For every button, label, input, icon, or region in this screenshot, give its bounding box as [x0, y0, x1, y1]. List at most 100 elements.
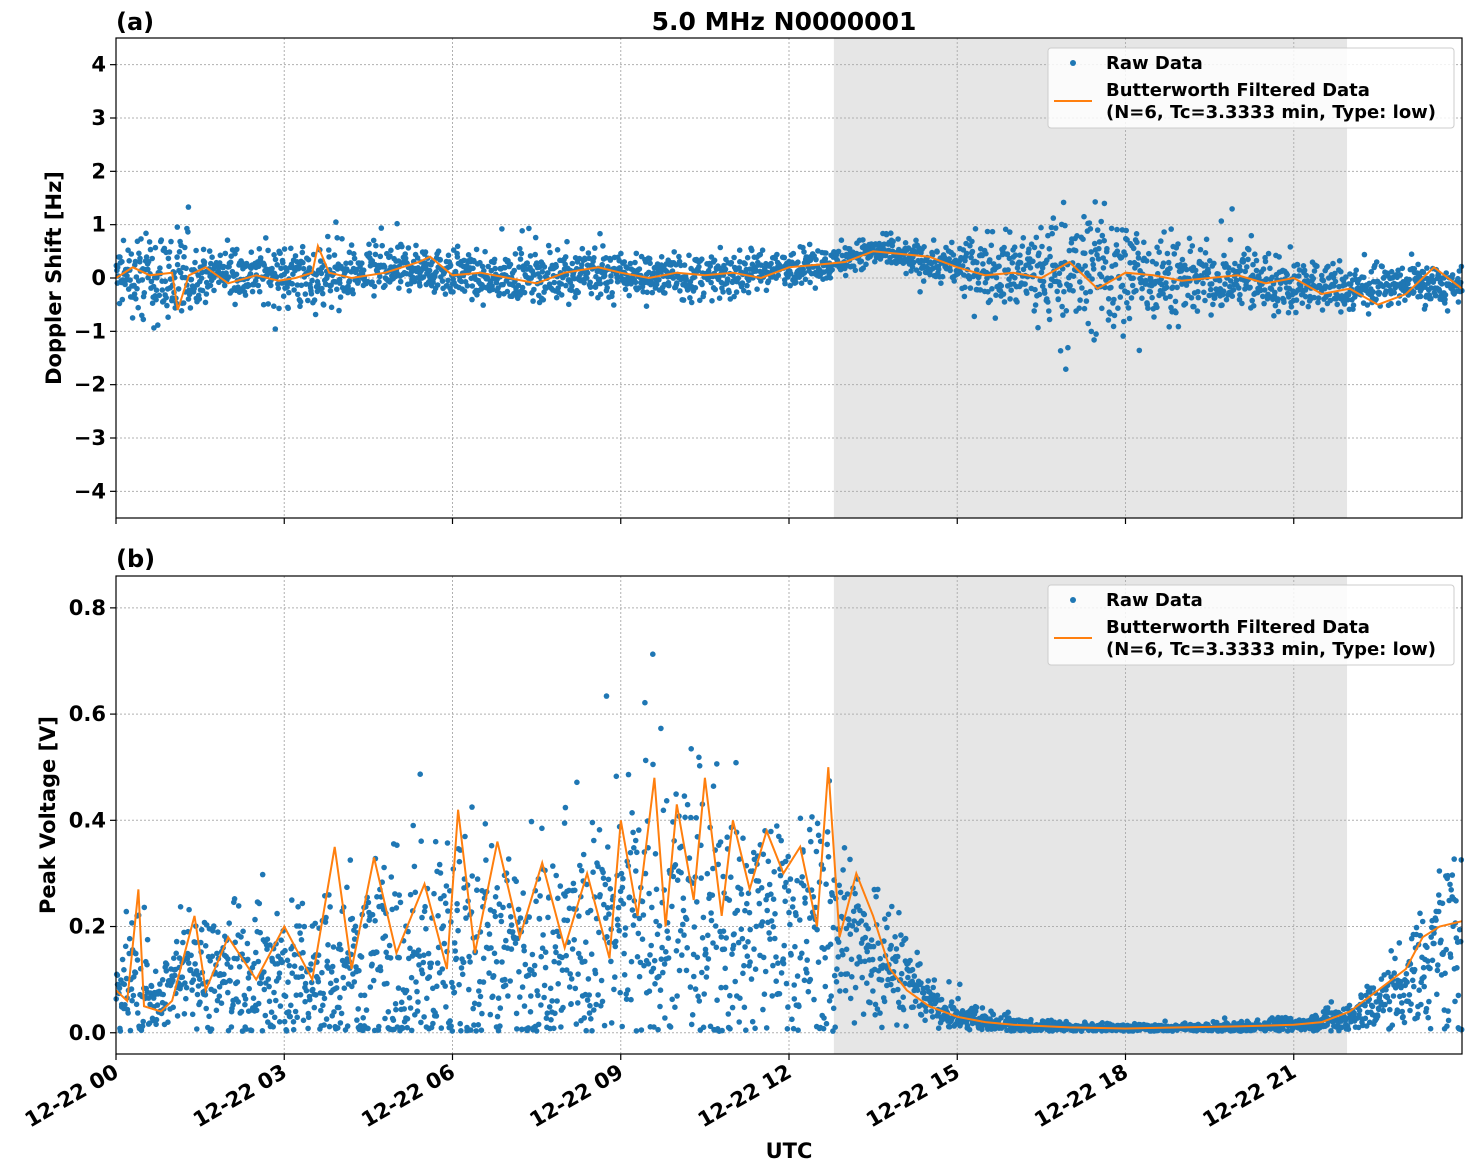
raw-data-point [741, 287, 747, 294]
raw-data-point [349, 983, 355, 990]
raw-data-point [645, 961, 652, 967]
raw-data-point [538, 1002, 544, 1008]
raw-data-point [315, 978, 322, 985]
raw-data-point [437, 870, 444, 876]
raw-data-point [1232, 260, 1238, 267]
raw-data-point [853, 927, 860, 933]
raw-data-point [852, 267, 859, 274]
raw-data-point [903, 1023, 909, 1029]
raw-data-point [750, 849, 757, 856]
raw-data-point [467, 1027, 474, 1033]
raw-data-point [682, 814, 688, 821]
raw-data-point [122, 1002, 128, 1008]
raw-data-point [445, 252, 452, 259]
raw-data-point [257, 255, 264, 261]
raw-data-point [527, 1009, 534, 1015]
raw-data-point [1300, 263, 1307, 269]
raw-data-point [282, 993, 289, 1000]
raw-data-point [1117, 294, 1124, 300]
raw-data-point [731, 293, 737, 300]
raw-data-point [1388, 268, 1395, 275]
raw-data-point [338, 1010, 345, 1017]
raw-data-point [835, 939, 842, 945]
raw-data-point [1237, 291, 1243, 298]
raw-data-point [597, 230, 603, 237]
raw-data-point [384, 980, 390, 987]
raw-data-point [343, 260, 349, 267]
raw-data-point [372, 918, 378, 924]
raw-data-point [778, 837, 784, 844]
raw-data-point [1035, 324, 1041, 331]
raw-data-point [275, 975, 282, 981]
raw-data-point [1088, 328, 1095, 335]
raw-data-point [1219, 302, 1225, 308]
raw-data-point [797, 955, 803, 961]
raw-data-point [336, 307, 342, 314]
raw-data-point [134, 285, 140, 292]
raw-data-point [528, 818, 535, 825]
raw-data-point [714, 761, 720, 767]
raw-data-point [281, 1018, 288, 1025]
raw-data-point [795, 1027, 801, 1033]
raw-data-point [1237, 267, 1244, 274]
raw-data-point [1001, 299, 1008, 305]
raw-data-point [1089, 276, 1095, 282]
raw-data-point [499, 959, 505, 965]
raw-data-point [325, 233, 331, 240]
raw-data-point [247, 271, 254, 277]
raw-data-point [694, 899, 700, 905]
raw-data-point [345, 283, 351, 290]
raw-data-point [694, 954, 701, 961]
raw-data-point [736, 856, 743, 862]
raw-data-point [674, 877, 681, 883]
raw-data-point [144, 961, 150, 968]
raw-data-point [599, 998, 606, 1005]
raw-data-point [1008, 287, 1014, 294]
raw-data-point [470, 265, 476, 272]
raw-data-point [571, 937, 577, 943]
raw-data-point [888, 230, 894, 236]
raw-data-point [581, 1015, 588, 1021]
raw-data-point [1174, 284, 1180, 291]
raw-data-point [1143, 277, 1149, 284]
raw-data-point [596, 929, 602, 936]
raw-data-point [517, 994, 523, 1000]
raw-data-point [516, 969, 522, 975]
raw-data-point [1099, 232, 1106, 239]
raw-data-point [1281, 299, 1287, 306]
raw-data-point [1054, 288, 1060, 295]
raw-data-point [1379, 263, 1385, 270]
raw-data-point [325, 942, 331, 948]
raw-data-point [718, 934, 725, 940]
raw-data-point [1107, 311, 1113, 317]
raw-data-point [663, 798, 670, 804]
raw-data-point [1449, 272, 1456, 278]
raw-data-point [764, 907, 770, 914]
raw-data-point [1201, 289, 1207, 296]
raw-data-point [563, 282, 569, 289]
raw-data-point [1104, 245, 1110, 252]
raw-data-point [766, 881, 773, 888]
raw-data-point [1211, 260, 1217, 267]
raw-data-point [744, 282, 750, 289]
raw-data-point [189, 987, 195, 993]
raw-data-point [643, 303, 650, 310]
raw-data-point [410, 822, 417, 829]
raw-data-point [760, 954, 767, 961]
raw-data-point [497, 1023, 503, 1029]
raw-data-point [985, 289, 991, 295]
raw-data-point [203, 1005, 209, 1012]
raw-data-point [696, 263, 702, 270]
raw-data-point [647, 952, 653, 958]
raw-data-point [588, 290, 595, 297]
raw-data-point [543, 1015, 550, 1021]
raw-data-point [722, 266, 729, 273]
raw-data-point [1260, 266, 1267, 272]
raw-data-point [337, 1020, 344, 1026]
raw-data-point [696, 998, 703, 1004]
raw-data-point [347, 260, 354, 266]
raw-data-point [1134, 239, 1140, 246]
raw-data-point [823, 250, 829, 256]
raw-data-point [844, 971, 851, 977]
